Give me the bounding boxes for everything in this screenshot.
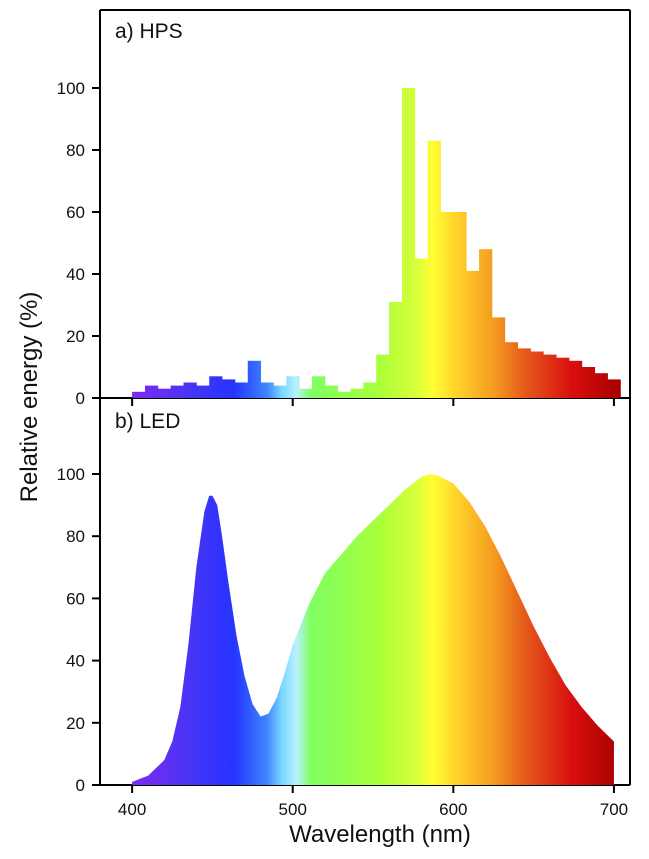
x-axis-title: Wavelength (nm) bbox=[289, 821, 471, 848]
hps-bar bbox=[350, 388, 364, 398]
hps-bar bbox=[491, 317, 506, 398]
panel-b-led-spectrum-area bbox=[132, 474, 614, 785]
hps-bar bbox=[607, 379, 621, 398]
hps-bar bbox=[183, 382, 197, 398]
hps-bar bbox=[260, 382, 274, 398]
hps-bar bbox=[453, 212, 467, 398]
y-tick-label: 0 bbox=[76, 776, 85, 795]
y-tick-label: 0 bbox=[76, 389, 85, 408]
hps-bar bbox=[389, 301, 403, 398]
y-tick-label: 20 bbox=[66, 327, 85, 346]
hps-bar bbox=[273, 385, 287, 398]
y-tick-label: 80 bbox=[66, 141, 85, 160]
hps-bar bbox=[312, 376, 326, 398]
panel-a-y-ticks: 0 20 40 60 80 100 bbox=[57, 79, 100, 408]
hps-bar bbox=[568, 360, 583, 398]
hps-bar bbox=[466, 270, 480, 398]
hps-bar bbox=[543, 354, 557, 398]
y-tick-label: 60 bbox=[66, 203, 85, 222]
x-tick-label: 500 bbox=[279, 800, 307, 819]
y-axis-title: Relative energy (%) bbox=[16, 292, 43, 503]
hps-bar bbox=[144, 385, 159, 398]
x-tick-label: 600 bbox=[439, 800, 467, 819]
hps-bar bbox=[427, 140, 441, 398]
hps-bar bbox=[247, 360, 262, 398]
hps-bar bbox=[594, 373, 608, 398]
y-tick-label: 100 bbox=[57, 79, 85, 98]
hps-bar bbox=[196, 385, 210, 398]
y-tick-label: 100 bbox=[57, 465, 85, 484]
y-tick-label: 60 bbox=[66, 589, 85, 608]
hps-bar bbox=[530, 351, 544, 398]
hps-bar bbox=[517, 348, 531, 398]
hps-bar bbox=[132, 391, 146, 398]
panel-b-y-ticks: 0 20 40 60 80 100 bbox=[57, 465, 100, 795]
hps-bar bbox=[401, 88, 416, 398]
y-tick-label: 40 bbox=[66, 652, 85, 671]
y-tick-label: 40 bbox=[66, 265, 85, 284]
hps-bar bbox=[581, 367, 596, 398]
panel-a-x-ticks bbox=[131, 398, 615, 406]
panel-a-bars bbox=[132, 88, 621, 398]
hps-bar bbox=[337, 391, 351, 398]
hps-bar bbox=[324, 385, 339, 398]
x-tick-label: 400 bbox=[118, 800, 146, 819]
hps-bar bbox=[286, 376, 300, 398]
hps-bar bbox=[222, 379, 236, 398]
panel-a-label: a) HPS bbox=[115, 20, 183, 43]
y-tick-label: 20 bbox=[66, 714, 85, 733]
x-tick-label: 700 bbox=[600, 800, 628, 819]
hps-bar bbox=[209, 376, 223, 398]
y-tick-label: 80 bbox=[66, 527, 85, 546]
hps-bar bbox=[376, 354, 390, 398]
hps-bar bbox=[414, 258, 429, 398]
hps-bar bbox=[504, 342, 518, 398]
hps-bar bbox=[363, 382, 377, 398]
panel-b-x-ticks: 400 500 600 700 bbox=[118, 785, 628, 819]
hps-bar bbox=[299, 388, 313, 398]
hps-bar bbox=[170, 385, 184, 398]
panel-b-label: b) LED bbox=[115, 410, 180, 433]
hps-bar bbox=[440, 212, 454, 398]
hps-bar bbox=[157, 388, 172, 398]
hps-bar bbox=[479, 249, 493, 398]
hps-bar bbox=[234, 382, 249, 398]
hps-bar bbox=[556, 357, 570, 398]
